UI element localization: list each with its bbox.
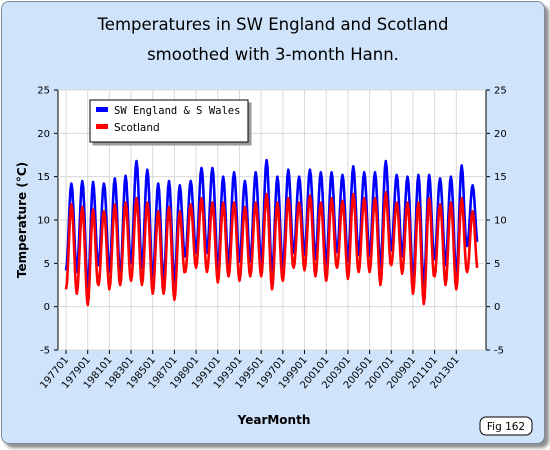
chart-canvas: Temperatures in SW England and Scotland … xyxy=(15,15,533,436)
chart-title-line-2: smoothed with 3-month Hann. xyxy=(147,45,399,64)
y-tick-label-right: 0 xyxy=(494,302,500,313)
legend-swatch-scotland xyxy=(96,124,108,129)
y-tick-label: 5 xyxy=(44,259,50,270)
x-axis-title: YearMonth xyxy=(237,413,311,427)
y-axis-title: Temperature (°C) xyxy=(15,162,29,278)
y-tick-label-right: 15 xyxy=(494,172,507,183)
legend-box xyxy=(89,99,249,143)
y-tick-label-right: 25 xyxy=(494,86,507,97)
legend-label-sw-england: SW England & S Wales xyxy=(114,105,240,117)
y-tick-label-right: 20 xyxy=(494,129,507,140)
legend-label-scotland: Scotland xyxy=(114,122,160,134)
figure-label: Fig 162 xyxy=(487,421,525,433)
legend: SW England & S Wales Scotland xyxy=(89,99,249,143)
y-tick-label: -5 xyxy=(40,346,50,357)
y-tick-label: 0 xyxy=(44,302,50,313)
y-tick-label-right: 10 xyxy=(494,216,507,227)
y-tick-label: 10 xyxy=(37,216,50,227)
y-tick-label-right: 5 xyxy=(494,259,500,270)
figure-badge: Fig 162 xyxy=(479,416,533,436)
y-tick-label: 20 xyxy=(37,129,50,140)
chart-title-line-1: Temperatures in SW England and Scotland xyxy=(97,15,449,34)
y-tick-label: 25 xyxy=(37,86,50,97)
figure-badge-box xyxy=(479,416,533,436)
y-tick-label-right: -5 xyxy=(494,346,504,357)
chart-frame: Temperatures in SW England and Scotland … xyxy=(1,1,545,444)
series-line-scotland xyxy=(64,191,479,307)
y-tick-label: 15 xyxy=(37,172,50,183)
series-layer xyxy=(64,158,479,307)
legend-swatch-sw-england xyxy=(96,107,108,112)
